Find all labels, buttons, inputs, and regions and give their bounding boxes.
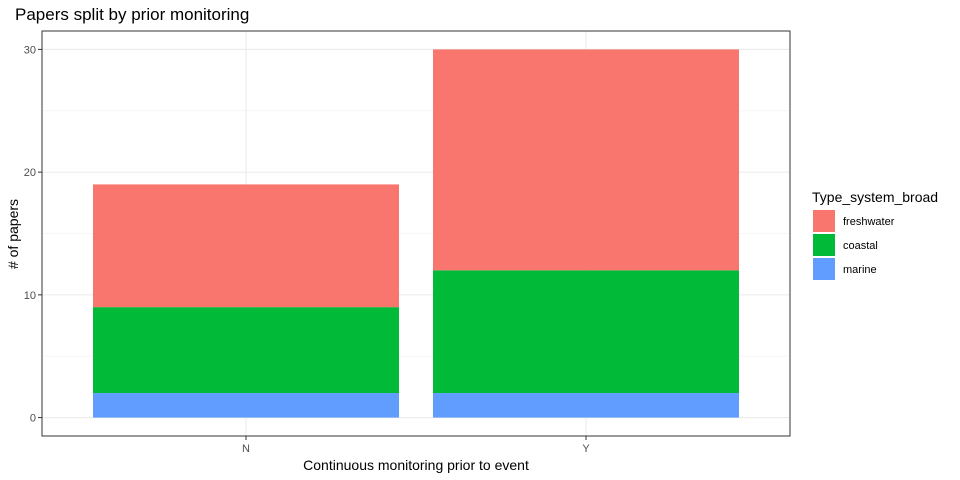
bar-Y-freshwater — [433, 49, 739, 271]
y-tick-label: 30 — [24, 44, 36, 56]
panel-border — [41, 30, 791, 437]
bar-Y-coastal — [433, 270, 739, 394]
y-tick-label: 10 — [24, 290, 36, 302]
bar-N-coastal — [93, 307, 399, 394]
legend-label-marine: marine — [843, 264, 877, 276]
legend-label-coastal: coastal — [843, 240, 878, 252]
x-axis-title: Continuous monitoring prior to event — [303, 457, 529, 473]
legend-label-freshwater: freshwater — [843, 216, 895, 228]
y-axis: 0 10 20 30 — [24, 44, 42, 425]
x-tick-label: Y — [582, 443, 590, 455]
bar-Y-marine — [433, 393, 739, 418]
legend-swatch-marine — [813, 258, 835, 280]
bars — [93, 49, 739, 418]
legend: Type_system_broad freshwater coastal marin… — [812, 189, 938, 280]
chart-title: Papers split by prior monitoring — [15, 5, 249, 24]
x-tick-label: N — [242, 443, 250, 455]
y-tick-label: 0 — [30, 413, 36, 425]
bar-N-marine — [93, 393, 399, 418]
bar-N-freshwater — [93, 184, 399, 308]
y-tick-label: 20 — [24, 167, 36, 179]
legend-title: Type_system_broad — [812, 189, 938, 205]
legend-swatch-coastal — [813, 234, 835, 256]
legend-swatch-freshwater — [813, 210, 835, 232]
legend-items: freshwater coastal marine — [813, 210, 895, 280]
y-axis-title: # of papers — [5, 199, 21, 269]
